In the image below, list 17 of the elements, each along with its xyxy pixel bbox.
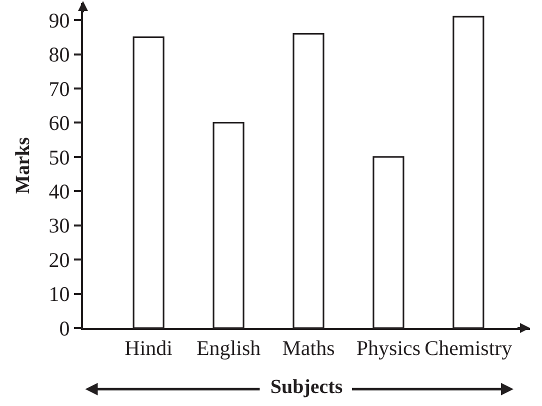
- y-tick-label: 20: [48, 248, 70, 272]
- y-tick-label: 50: [48, 145, 70, 170]
- y-tick-label: 80: [48, 42, 70, 67]
- x-tick-label: English: [196, 336, 262, 360]
- y-axis-title: Marks: [12, 136, 34, 194]
- y-tick-label: 60: [48, 111, 70, 136]
- x-tick-label: Maths: [282, 336, 335, 360]
- x-tick-label: Hindi: [124, 336, 173, 360]
- x-axis-title: Subjects: [270, 376, 343, 398]
- y-tick-label: 30: [48, 214, 70, 238]
- x-tick-label: Chemistry: [424, 336, 513, 360]
- y-tick-label: 10: [48, 282, 70, 306]
- y-tick-label: 70: [48, 76, 70, 101]
- x-tick-label: Physics: [356, 336, 421, 360]
- y-tick-label: 90: [48, 8, 70, 32]
- y-tick-label: 0: [59, 316, 70, 340]
- y-tick-label: 40: [48, 180, 70, 204]
